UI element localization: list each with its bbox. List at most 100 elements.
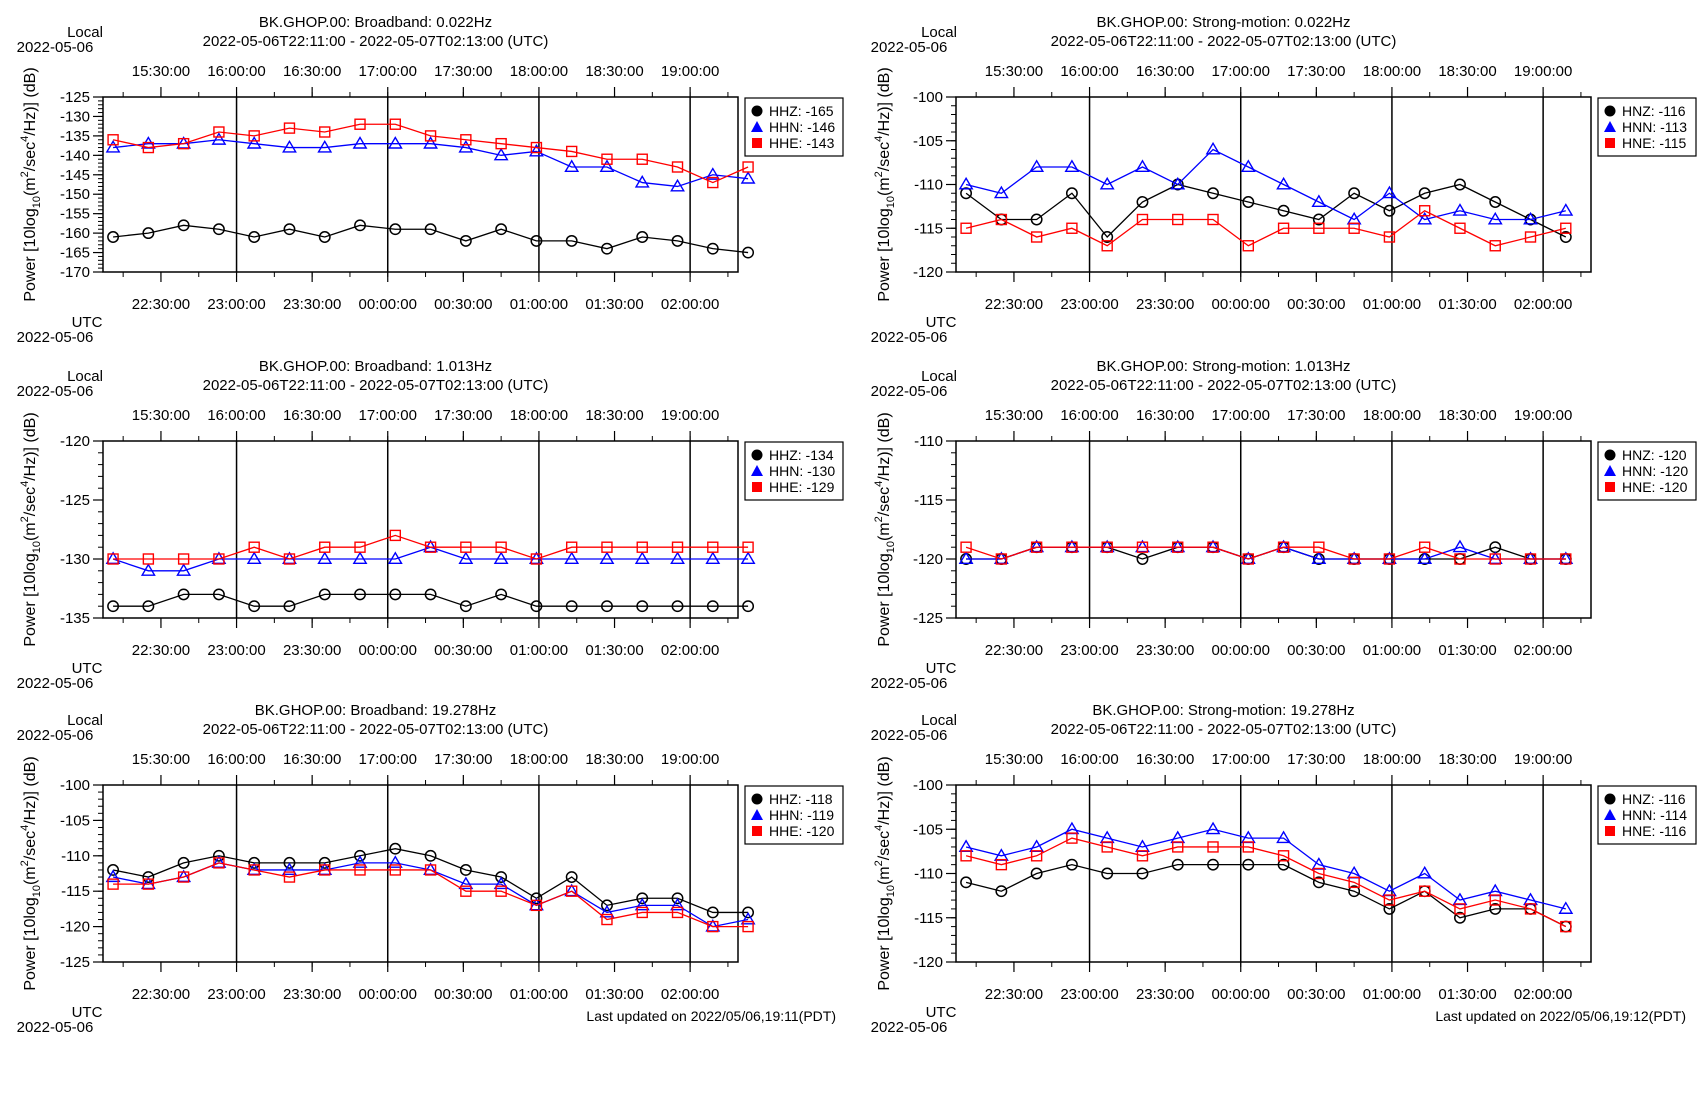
data-point-circle xyxy=(530,234,543,247)
legend-marker-circle xyxy=(751,793,763,805)
data-point-circle xyxy=(177,219,190,232)
bottom-tick-label: 02:00:00 xyxy=(661,642,719,659)
data-point-square xyxy=(319,541,331,553)
top-tick-label: 15:30:00 xyxy=(132,63,190,80)
y-tick-label: -125 xyxy=(60,89,90,106)
data-point-square xyxy=(960,222,972,234)
data-point-square xyxy=(1101,541,1113,553)
data-point-square xyxy=(636,906,648,919)
utc-axis-date: 2022-05-06 xyxy=(871,329,948,346)
bottom-tick-label: 00:30:00 xyxy=(434,642,492,659)
chart-panel-5: BK.GHOP.00: Broadband: 19.278Hz 2022-05-0… xyxy=(17,702,844,1036)
data-point-circle xyxy=(1348,885,1361,898)
data-point-triangle xyxy=(1487,211,1503,225)
bottom-tick-label: 02:00:00 xyxy=(1514,296,1572,313)
data-point-triangle xyxy=(387,551,403,565)
plot-frame xyxy=(955,440,1592,619)
data-point-circle xyxy=(565,234,578,247)
top-tick-label: 18:00:00 xyxy=(1363,751,1421,768)
data-point-square xyxy=(1242,841,1255,853)
data-point-circle xyxy=(1277,858,1290,871)
top-tick-label: 17:30:00 xyxy=(434,63,492,80)
data-point-square xyxy=(389,118,402,130)
data-point-circle xyxy=(1312,213,1325,226)
data-point-triangle xyxy=(634,551,650,565)
legend-marker-circle xyxy=(1604,449,1616,461)
legend-entry: HHE: -143 xyxy=(769,135,835,151)
data-point-circle xyxy=(1030,213,1043,226)
utc-axis-label: UTC xyxy=(72,314,103,331)
y-axis-label-part: /Hz)] (dB) xyxy=(22,412,39,480)
data-point-circle xyxy=(1136,867,1149,880)
bottom-tick-label: 01:00:00 xyxy=(510,642,568,659)
data-point-triangle xyxy=(670,178,685,192)
data-point-triangle xyxy=(1170,176,1186,190)
legend-entry: HNZ: -116 xyxy=(1622,103,1686,119)
top-tick-label: 15:30:00 xyxy=(132,751,190,768)
series-line-hnz xyxy=(965,183,1567,238)
data-point-circle xyxy=(354,849,366,862)
data-point-triangle xyxy=(958,839,974,852)
y-tick-label: -110 xyxy=(914,177,943,194)
bottom-tick-label: 23:30:00 xyxy=(1136,296,1194,313)
data-point-circle xyxy=(283,600,296,613)
data-point-square xyxy=(1207,213,1219,226)
y-tick-label: -120 xyxy=(913,264,943,281)
data-point-square xyxy=(1348,876,1360,889)
top-tick-label: 17:00:00 xyxy=(359,63,417,80)
legend-marker-triangle xyxy=(751,121,763,132)
data-point-square xyxy=(742,920,754,933)
data-point-square xyxy=(636,541,648,553)
data-point-square xyxy=(460,541,472,553)
data-point-square xyxy=(248,864,260,876)
data-point-triangle xyxy=(1029,159,1045,173)
data-point-square xyxy=(1172,841,1184,853)
top-tick-label: 17:30:00 xyxy=(1287,63,1345,80)
data-point-triangle xyxy=(1346,211,1362,225)
local-axis-date: 2022-05-06 xyxy=(17,727,94,744)
data-point-triangle xyxy=(740,171,756,184)
data-point-circle xyxy=(495,871,508,883)
legend-entry: HHN: -119 xyxy=(769,807,834,823)
top-tick-label: 16:00:00 xyxy=(1060,751,1118,768)
bottom-tick-label: 01:00:00 xyxy=(510,986,568,1003)
series-line-hhz xyxy=(113,593,749,607)
data-point-square xyxy=(177,137,190,150)
data-point-triangle xyxy=(1205,821,1221,835)
data-point-square xyxy=(142,878,155,890)
legend-entry: HNN: -114 xyxy=(1622,807,1687,823)
data-point-triangle xyxy=(1417,551,1433,565)
y-axis-label-part: 2 xyxy=(19,860,31,866)
data-point-square xyxy=(1101,841,1113,853)
data-point-triangle xyxy=(1311,857,1327,870)
data-point-triangle xyxy=(352,136,368,149)
data-point-circle xyxy=(995,885,1008,898)
y-axis-label-part: /Hz)] (dB) xyxy=(876,756,893,824)
data-point-circle xyxy=(495,223,508,236)
data-point-triangle xyxy=(1558,901,1574,914)
y-axis-label-part: Power [10log xyxy=(876,897,893,990)
legend-entry: HHZ: -165 xyxy=(769,103,834,119)
data-point-circle xyxy=(636,231,649,243)
data-point-square xyxy=(1418,205,1431,217)
top-tick-label: 17:30:00 xyxy=(434,407,492,424)
chart-panel-1: BK.GHOP.00: Broadband: 0.022Hz 2022-05-06… xyxy=(17,14,844,346)
y-axis-label-part: (m xyxy=(22,177,39,196)
data-point-square xyxy=(283,871,296,883)
chart-panel-3: BK.GHOP.00: Broadband: 1.013Hz 2022-05-06… xyxy=(17,358,844,692)
bottom-tick-label: 23:30:00 xyxy=(283,296,341,313)
data-point-square xyxy=(1418,885,1431,897)
data-point-circle xyxy=(1454,911,1466,924)
data-point-triangle xyxy=(1452,539,1468,553)
data-point-triangle xyxy=(958,176,974,190)
data-point-circle xyxy=(1242,858,1255,871)
data-point-square xyxy=(142,553,155,565)
data-point-square xyxy=(671,906,684,919)
data-point-circle xyxy=(1065,858,1078,871)
legend-entry: HHN: -146 xyxy=(769,119,835,135)
data-point-square xyxy=(1136,541,1149,553)
y-axis-label-part: 4 xyxy=(873,481,885,487)
top-tick-label: 17:00:00 xyxy=(359,407,417,424)
data-point-circle xyxy=(389,588,402,601)
data-point-circle xyxy=(1136,196,1149,208)
